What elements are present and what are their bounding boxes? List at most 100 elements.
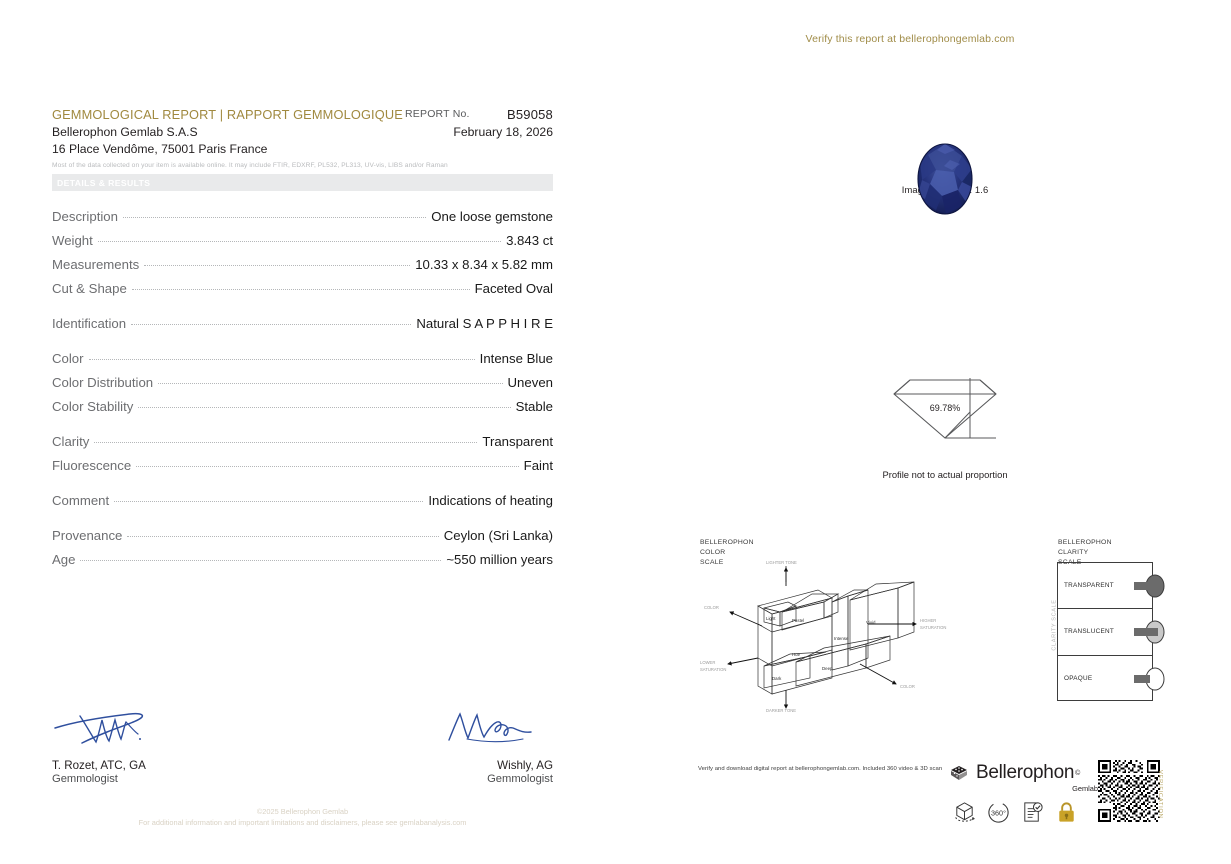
clarity-row: TRANSPARENT	[1058, 563, 1165, 610]
verify-report-link[interactable]: Verify this report at bellerophongemlab.…	[805, 33, 1015, 45]
cube-3d-icon[interactable]	[952, 800, 977, 825]
signature-2-icon	[448, 712, 532, 743]
detail-label: Color Distribution	[52, 375, 154, 390]
brand-registered-mark: ©	[1075, 769, 1081, 777]
svg-text:360°: 360°	[991, 808, 1006, 817]
report-number-value: B59058	[506, 107, 553, 122]
color-axis-right-top-label: HIGHER	[920, 618, 936, 623]
report-right-column: Image scale : 1 : 1.6 69.78% Profile not…	[660, 0, 1231, 864]
detail-value: Transparent	[482, 434, 553, 449]
detail-row: Description One loose gemstone	[52, 209, 553, 233]
color-axis-top-label: LIGHTER TONE	[766, 560, 797, 565]
detail-value: 3.843 ct	[506, 233, 553, 248]
padlock-icon[interactable]	[1054, 800, 1079, 825]
detail-label: Provenance	[52, 528, 123, 543]
footer-icons: 360°	[952, 800, 1138, 825]
detail-label: Age	[52, 552, 76, 567]
copyright-text: ©2025 Bellerophon Gemlab	[256, 807, 349, 816]
brand-row: Bellerophon ©	[948, 762, 1138, 784]
report-date: February 18, 2026	[453, 125, 553, 139]
detail-label: Description	[52, 209, 118, 224]
detail-label: Clarity	[52, 434, 90, 449]
detail-row: Measurements 10.33 x 8.34 x 5.82 mm	[52, 257, 553, 281]
clarity-indicator-icon	[1134, 667, 1165, 691]
detail-row: Color Stability Stable	[52, 399, 553, 423]
svg-text:Hue: Hue	[792, 652, 801, 657]
color-axis-left-top-label: COLOR	[704, 605, 719, 610]
detail-label: Cut & Shape	[52, 281, 127, 296]
detail-row: Identification Natural S A P P H I R E	[52, 316, 553, 340]
detail-row: Color Distribution Uneven	[52, 375, 553, 399]
detail-dot-leader	[131, 289, 470, 290]
report-header-row: GEMMOLOGICAL REPORT | RAPPORT GEMMOLOGIQ…	[52, 107, 553, 123]
gemstone-photo	[917, 143, 973, 215]
signature-1-role: Gemmologist	[52, 773, 118, 785]
detail-row: Weight 3.843 ct	[52, 233, 553, 257]
color-axis-right-bottom-label: COLOR	[900, 684, 915, 689]
page-title: GEMMOLOGICAL REPORT | RAPPORT GEMMOLOGIQ…	[52, 107, 403, 122]
svg-text:Dark: Dark	[772, 676, 782, 681]
detail-row: Age ~550 million years	[52, 552, 553, 576]
clarity-rows-container: TRANSPARENT TRANSLUCENT OPAQUE	[1057, 562, 1165, 702]
detail-row: Cut & Shape Faceted Oval	[52, 281, 553, 305]
detail-row: Provenance Ceylon (Sri Lanka)	[52, 528, 553, 552]
detail-value: Intense Blue	[479, 351, 553, 366]
detail-group: Color Intense Blue Color Distribution Uneve…	[52, 351, 553, 423]
detail-dot-leader	[136, 466, 519, 467]
detail-group: Clarity Transparent Fluorescence Faint	[52, 434, 553, 482]
company-row: Bellerophon Gemlab S.A.S February 18, 20…	[52, 125, 553, 141]
detail-group: Provenance Ceylon (Sri Lanka) Age ~550 mill…	[52, 528, 553, 576]
signature-block-1: T. Rozet, ATC, GA Gemmologist	[52, 706, 292, 785]
detail-group: Description One loose gemstone Weight 3.843…	[52, 209, 553, 305]
clarity-row-label: TRANSLUCENT	[1064, 628, 1114, 636]
gemstone-image-section: Image scale : 1 : 1.6	[850, 140, 1040, 215]
detail-group: Identification Natural S A P P H I R E	[52, 316, 553, 340]
qr-verification-label: VERIFICATION	[1157, 770, 1163, 819]
color-axis-bottom-label: DARKER TONE	[766, 708, 796, 713]
footer-verify-text[interactable]: Verify and download digital report at be…	[698, 766, 943, 772]
qr-code[interactable]	[1098, 760, 1160, 822]
detail-dot-leader	[88, 359, 475, 360]
detail-value: Natural S A P P H I R E	[416, 316, 553, 331]
color-scale-diagram: BELLEROPHON COLOR SCALE	[700, 538, 960, 713]
detail-dot-leader	[144, 265, 411, 266]
detail-value: Faceted Oval	[474, 281, 553, 296]
company-name: Bellerophon Gemlab S.A.S	[52, 125, 198, 139]
360-degree-icon[interactable]: 360°	[986, 800, 1011, 825]
detail-dot-leader	[131, 324, 412, 325]
detail-dot-leader	[138, 407, 511, 408]
detail-value: Stable	[515, 399, 553, 414]
certificate-icon[interactable]	[1020, 800, 1045, 825]
details-results-banner: DETAILS & RESULTS	[52, 174, 553, 191]
svg-text:Pastel: Pastel	[792, 618, 804, 623]
detail-value: Faint	[523, 458, 553, 473]
data-availability-note: Most of the data collected on your item …	[52, 162, 448, 169]
detail-row: Color Intense Blue	[52, 351, 553, 375]
company-address: 16 Place Vendôme, 75001 Paris France	[52, 142, 268, 156]
detail-dot-leader	[94, 442, 478, 443]
detail-value: ~550 million years	[446, 552, 553, 567]
detail-label: Comment	[52, 493, 110, 508]
signature-block-2: Wishly, AG Gemmologist	[313, 706, 553, 785]
brand-block: Bellerophon © Gemlab 360°	[948, 762, 1138, 825]
clarity-row-label: TRANSPARENT	[1064, 582, 1114, 590]
detail-value: Indications of heating	[428, 493, 553, 508]
brand-subtitle: Gemlab	[1072, 784, 1098, 793]
detail-dot-leader	[122, 217, 427, 218]
clarity-scale-diagram: BELLEROPHON CLARITY SCALE CLARITY SCALE …	[1035, 538, 1220, 713]
detail-value: Uneven	[507, 375, 553, 390]
detail-dot-leader	[127, 536, 439, 537]
signature-1-icon	[54, 712, 144, 744]
detail-label: Fluorescence	[52, 458, 132, 473]
signature-1-name: T. Rozet, ATC, GA	[52, 759, 146, 772]
detail-value: One loose gemstone	[431, 209, 553, 224]
color-axis-left-bottom-label: LOWER	[700, 660, 715, 665]
detail-group: Comment Indications of heating	[52, 493, 553, 517]
svg-text:SATURATION: SATURATION	[700, 667, 726, 672]
clarity-row: OPAQUE	[1058, 656, 1165, 702]
profile-diagram-section: 69.78% Profile not to actual proportion	[810, 366, 1080, 480]
detail-dot-leader	[158, 383, 503, 384]
detail-value: Ceylon (Sri Lanka)	[443, 528, 553, 543]
detail-dot-leader	[114, 501, 424, 502]
